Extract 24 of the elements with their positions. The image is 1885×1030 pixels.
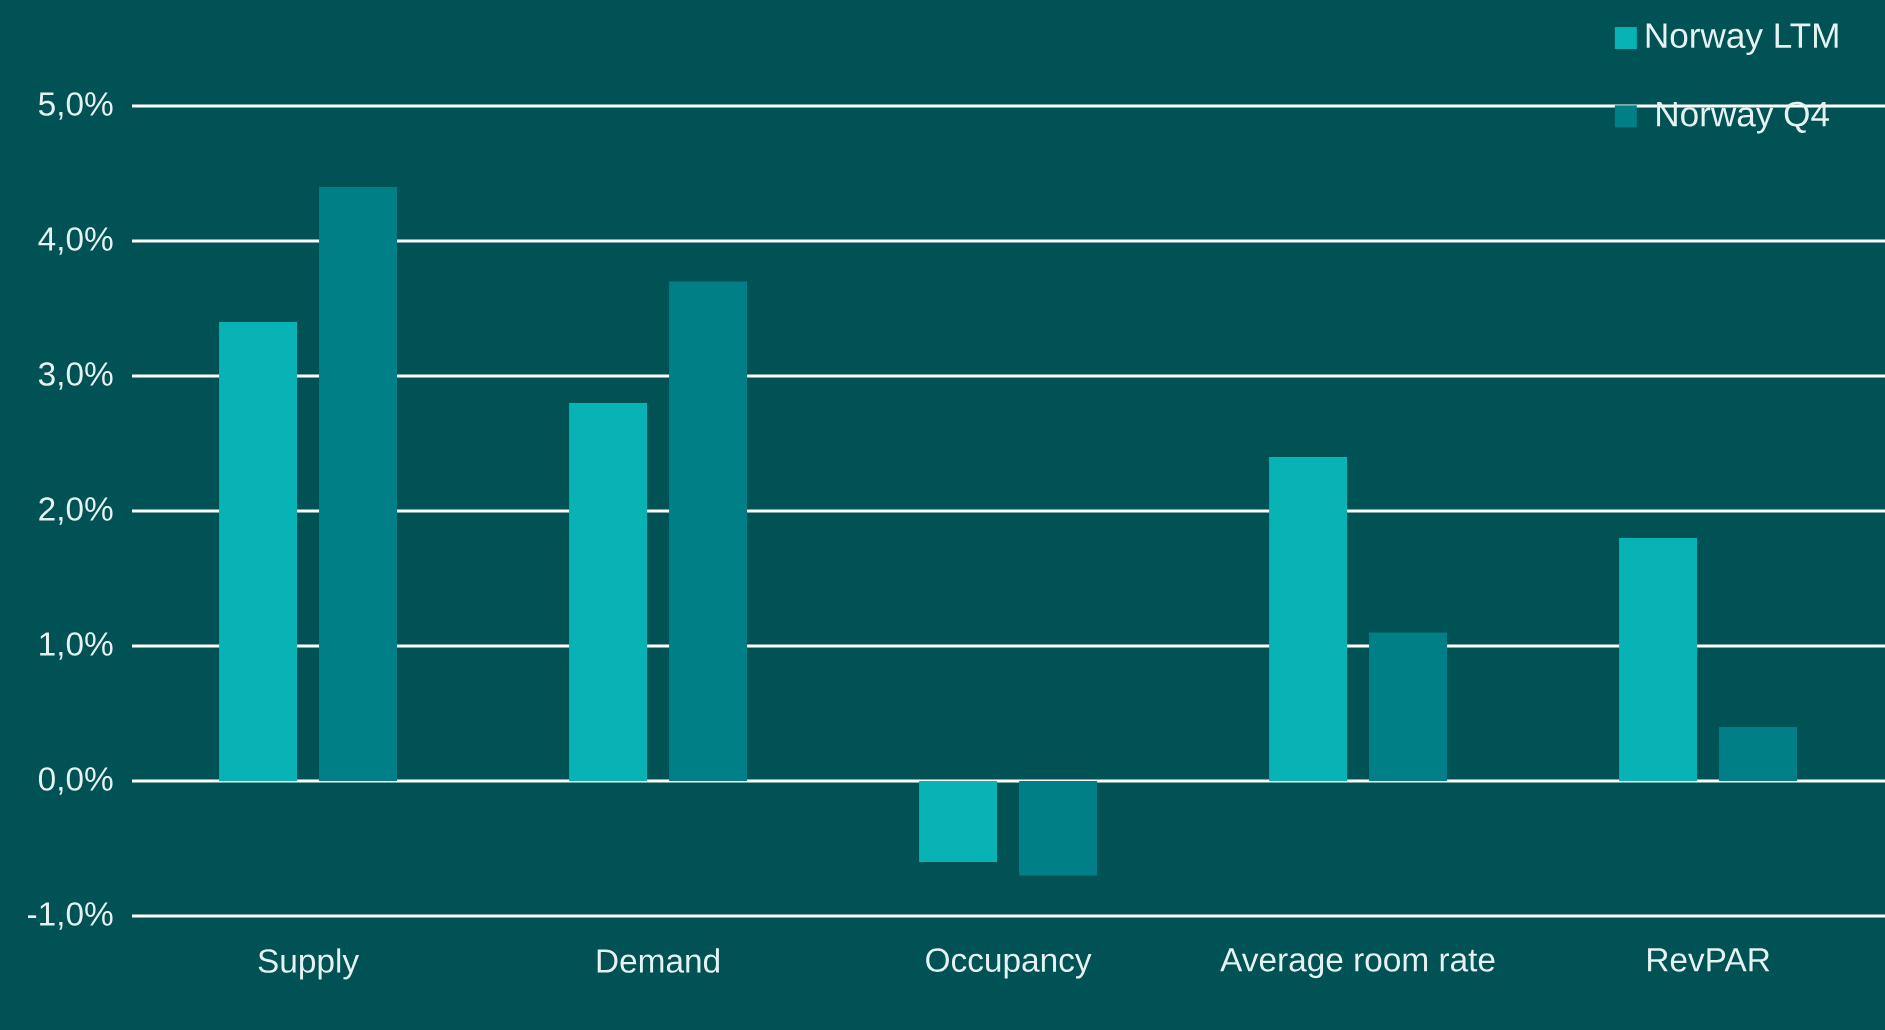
bar (1369, 632, 1448, 781)
bar (219, 322, 298, 781)
y-tick-label: 5,0% (38, 92, 113, 120)
bar (919, 781, 998, 862)
x-tick-label: Supply (258, 948, 360, 980)
x-tick-label: Average room rate (1220, 948, 1495, 979)
bar (669, 281, 748, 781)
y-tick-label: -1,0% (28, 902, 113, 930)
y-tick-label: 3,0% (38, 362, 113, 390)
x-tick-label: Occupancy (926, 948, 1092, 979)
bar (569, 403, 648, 781)
bar (319, 187, 398, 781)
x-tick-label: RevPAR (1648, 948, 1770, 972)
legend-label: Norway Q4 (1657, 101, 1829, 134)
y-tick-label: 2,0% (39, 497, 113, 525)
x-tick-label: Demand (597, 948, 719, 973)
y-tick-label: 4,0% (38, 227, 113, 255)
y-tick-label: 0,0% (38, 767, 113, 795)
legend-label: Norway LTM (1646, 23, 1838, 56)
bar (1619, 538, 1698, 781)
bar (1269, 457, 1348, 781)
bar (1019, 781, 1098, 876)
bar (1719, 727, 1798, 781)
y-tick-label: 1,0% (40, 632, 113, 660)
